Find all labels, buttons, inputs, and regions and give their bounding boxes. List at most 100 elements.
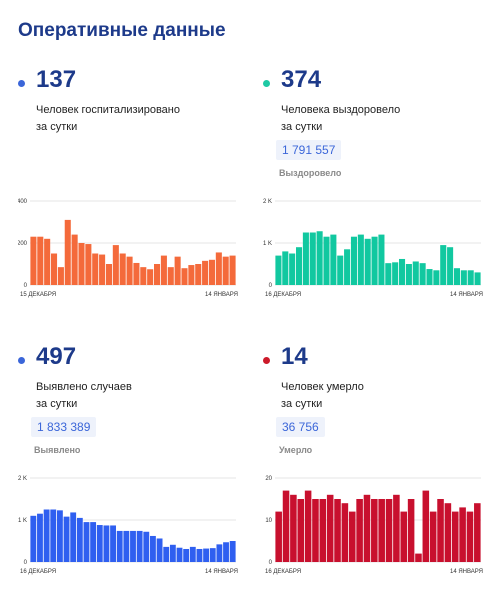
bar — [167, 267, 174, 285]
bar — [304, 490, 312, 562]
bar — [302, 232, 309, 285]
bar — [216, 544, 223, 562]
bar — [363, 494, 371, 562]
bar — [90, 522, 97, 562]
bar — [126, 256, 133, 285]
bar — [330, 234, 337, 285]
bar — [112, 245, 119, 285]
bar — [419, 263, 426, 285]
bar — [334, 499, 341, 562]
x-end-label: 14 ЯНВАРЯ — [205, 292, 238, 298]
bar — [99, 254, 106, 285]
description-line-1: Выявлено случаев — [36, 381, 132, 393]
bar — [64, 219, 71, 285]
bar — [56, 510, 63, 562]
bar — [356, 499, 363, 562]
bar — [133, 262, 140, 285]
total-count: 36 756 — [276, 417, 325, 437]
bar — [399, 258, 406, 285]
bar — [176, 547, 183, 562]
description-line-2: за сутки — [36, 398, 78, 410]
bar — [323, 236, 330, 285]
x-start-label: 16 ДЕКАБРЯ — [265, 292, 301, 298]
bar — [309, 232, 316, 285]
daily-value: 374 — [281, 66, 322, 93]
bar — [195, 264, 202, 285]
bar — [154, 264, 161, 285]
bar — [341, 503, 349, 562]
bar — [92, 253, 99, 285]
bar — [459, 507, 466, 562]
bar — [453, 268, 460, 285]
bar — [437, 499, 444, 562]
bar — [143, 531, 150, 562]
status-dot — [263, 357, 270, 364]
bar — [163, 546, 170, 562]
bar — [405, 264, 412, 285]
bar — [105, 264, 112, 285]
description-line-2: за сутки — [281, 121, 323, 133]
bar — [123, 530, 130, 562]
daily-value: 14 — [281, 343, 308, 370]
bar — [412, 261, 419, 285]
died-chart: 20 10 0 16 ДЕКАБРЯ 14 ЯНВАРЯ — [265, 476, 483, 575]
bar — [407, 499, 415, 562]
bar — [70, 512, 77, 562]
bar — [282, 251, 289, 285]
bar — [147, 269, 154, 285]
total-label: Умерло — [279, 445, 313, 455]
bar — [364, 238, 371, 285]
bar — [371, 236, 378, 285]
x-start-label: 16 ДЕКАБРЯ — [265, 569, 301, 575]
card-died: 14 Человек умерло за сутки 36 756 Умерло… — [263, 343, 493, 607]
bar — [444, 503, 452, 562]
y-tick-label: 1 K — [18, 518, 27, 524]
bar — [229, 255, 236, 285]
bar — [312, 499, 319, 562]
total-count: 1 833 389 — [31, 417, 97, 437]
bar — [289, 253, 296, 285]
bar — [344, 249, 351, 285]
bar — [103, 525, 110, 562]
bar — [215, 252, 222, 285]
y-tick-label: 0 — [24, 283, 28, 289]
bar — [400, 511, 408, 562]
y-tick-label: 0 — [24, 560, 28, 566]
bar — [30, 236, 37, 285]
card-detected: 497 Выявлено случаев за сутки 1 833 389 … — [18, 343, 248, 607]
card-recovered: 374 Человека выздоровело за сутки 1 791 … — [263, 66, 493, 330]
bar — [474, 272, 481, 285]
bar — [275, 511, 282, 562]
bar — [30, 515, 37, 562]
description: Человек госпитализировано за сутки — [36, 102, 236, 136]
description: Человека выздоровело за сутки — [281, 102, 481, 136]
bar — [174, 256, 181, 285]
description: Выявлено случаев за сутки — [36, 379, 236, 413]
bar — [316, 231, 323, 285]
bar — [51, 253, 58, 285]
bar — [96, 525, 103, 562]
bar — [44, 238, 51, 285]
bar — [183, 548, 190, 562]
x-end-label: 14 ЯНВАРЯ — [450, 292, 483, 298]
description: Человек умерло за сутки — [281, 379, 481, 413]
y-tick-label: 200 — [18, 241, 28, 247]
bar — [297, 499, 305, 562]
y-tick-label: 0 — [269, 283, 273, 289]
bar — [426, 269, 433, 285]
x-start-label: 16 ДЕКАБРЯ — [20, 569, 56, 575]
bar — [209, 548, 216, 562]
bar — [433, 270, 440, 285]
bar — [319, 499, 327, 562]
total-count: 1 791 557 — [276, 140, 342, 160]
description-line-2: за сутки — [281, 398, 323, 410]
bar — [203, 548, 210, 562]
bar — [222, 256, 229, 285]
y-tick-label: 0 — [269, 560, 273, 566]
bar — [37, 236, 44, 285]
daily-value: 497 — [36, 343, 77, 370]
bar — [50, 509, 57, 562]
description-line-2: за сутки — [36, 121, 78, 133]
bar — [378, 499, 385, 562]
page-title: Оперативные данные — [18, 20, 226, 41]
